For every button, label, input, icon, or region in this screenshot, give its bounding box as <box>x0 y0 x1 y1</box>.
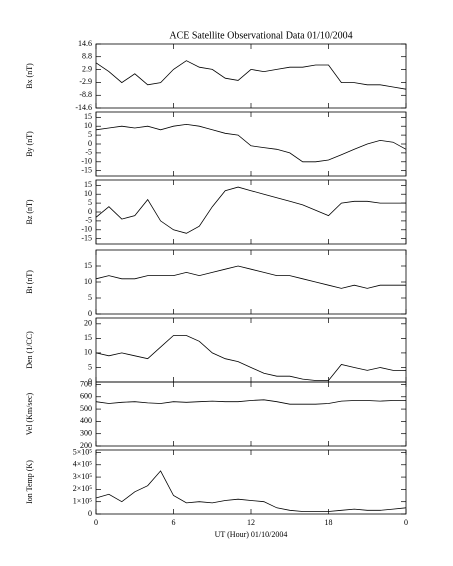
y-tick-label: -5 <box>85 148 92 157</box>
y-axis-label: Bx (nT) <box>25 63 34 89</box>
y-tick-label: 10 <box>84 277 92 286</box>
y-axis-label: Bt (nT) <box>25 270 34 294</box>
y-tick-label: 14.6 <box>78 39 92 48</box>
y-tick-label: 15 <box>84 333 92 342</box>
y-tick-label: -2.9 <box>79 77 92 86</box>
y-tick-label: 10 <box>84 348 92 357</box>
y-tick-label: 0 <box>88 207 92 216</box>
data-line <box>95 265 406 289</box>
y-tick-label: 15 <box>84 112 92 121</box>
y-tick-label: 400 <box>80 416 92 425</box>
panel-frame <box>95 249 407 315</box>
y-axis-label: Ion Temp (K) <box>25 460 34 504</box>
data-line <box>95 335 406 381</box>
x-axis-label: UT (Hour) 01/10/2004 <box>215 530 288 539</box>
y-tick-label: 0 <box>88 309 92 318</box>
y-tick-label: -5 <box>85 216 92 225</box>
y-tick-label: 20 <box>84 319 92 328</box>
x-tick-label: 0 <box>404 518 408 527</box>
x-tick-label: 12 <box>247 518 255 527</box>
y-tick-label: 2×10⁵ <box>73 484 93 493</box>
data-line <box>95 186 406 234</box>
y-axis-label: By (nT) <box>25 131 34 157</box>
data-line <box>95 123 407 163</box>
y-tick-label: 1×10⁵ <box>73 497 93 506</box>
y-tick-label: 4×10⁵ <box>73 460 93 469</box>
y-tick-label: -10 <box>81 225 92 234</box>
y-tick-label: 200 <box>80 441 92 450</box>
y-tick-label: -15 <box>81 165 92 174</box>
x-tick-label: 0 <box>94 518 98 527</box>
y-tick-label: 15 <box>84 261 92 270</box>
y-tick-label: 10 <box>84 121 92 130</box>
y-tick-label: -10 <box>81 157 92 166</box>
x-tick-label: 6 <box>172 518 176 527</box>
y-tick-label: 5×10⁵ <box>73 447 93 456</box>
chart-title: ACE Satellite Observational Data 01/10/2… <box>169 30 352 41</box>
y-tick-label: 10 <box>84 189 92 198</box>
y-tick-label: 300 <box>80 429 92 438</box>
y-axis-label: Vel (Km/sec) <box>25 392 34 435</box>
y-axis-label: Bz (nT) <box>25 199 34 224</box>
data-line <box>95 60 407 90</box>
y-tick-label: 700 <box>80 379 92 388</box>
y-tick-label: 5 <box>88 198 92 207</box>
y-tick-label: 0 <box>88 377 92 386</box>
data-line <box>95 399 406 405</box>
y-tick-label: -15 <box>81 233 92 242</box>
y-tick-label: 600 <box>80 392 92 401</box>
y-axis-label: Den (1/CC) <box>25 331 34 369</box>
y-tick-label: 3×10⁵ <box>73 472 93 481</box>
y-tick-label: 500 <box>80 404 92 413</box>
x-tick-label: 18 <box>325 518 333 527</box>
data-line <box>95 470 407 512</box>
y-tick-label: 8.8 <box>82 52 92 61</box>
panel-frame <box>95 43 407 109</box>
y-tick-label: 5 <box>88 362 92 371</box>
panel-frame <box>95 381 407 447</box>
y-tick-label: 5 <box>88 130 92 139</box>
y-tick-label: 0 <box>88 139 92 148</box>
y-tick-label: -8.8 <box>79 90 92 99</box>
y-tick-label: 2.9 <box>82 64 92 73</box>
panel-frame <box>95 317 407 383</box>
y-tick-label: -14.6 <box>75 103 92 112</box>
y-tick-label: 15 <box>84 180 92 189</box>
y-tick-label: 5 <box>88 293 92 302</box>
panel-frame <box>95 111 407 177</box>
panel-frame <box>95 449 407 515</box>
panel-frame <box>95 179 407 245</box>
y-tick-label: 0 <box>88 509 92 518</box>
